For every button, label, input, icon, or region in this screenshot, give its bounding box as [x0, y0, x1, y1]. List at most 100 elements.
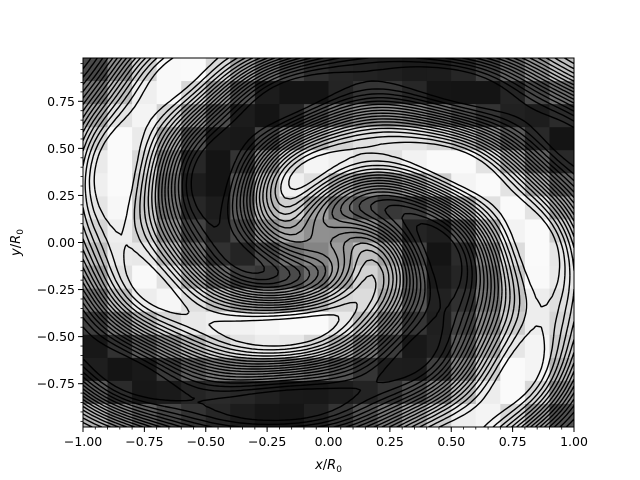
heatmap-cell: [230, 127, 256, 151]
heatmap-cell: [426, 242, 452, 267]
heatmap-cell: [549, 334, 574, 359]
heatmap-cell: [279, 265, 305, 290]
heatmap-cell: [426, 311, 452, 336]
heatmap-cell: [156, 58, 182, 82]
heatmap-cell: [353, 380, 379, 405]
heatmap-cell: [83, 357, 109, 382]
contour-line: [83, 58, 574, 427]
heatmap-cell: [254, 311, 280, 336]
heatmap-cell: [279, 219, 305, 244]
heatmap-cell: [524, 380, 551, 405]
contour-line: [83, 58, 574, 427]
heatmap-cell: [500, 357, 526, 382]
heatmap-cell: [377, 196, 403, 221]
heatmap-cell: [377, 219, 403, 244]
x-tick-label: −0.50: [187, 434, 225, 449]
heatmap-cell: [451, 311, 477, 336]
heatmap-cell: [254, 104, 280, 128]
x-tick-label: −0.75: [125, 434, 163, 449]
heatmap-cell: [500, 196, 526, 221]
x-tick-label: 0.00: [315, 434, 343, 449]
heatmap-cell: [402, 150, 428, 174]
contour-line: [83, 58, 574, 427]
heatmap-cell: [132, 265, 158, 290]
heatmap-cell: [524, 219, 551, 244]
heatmap-cell: [230, 311, 256, 336]
heatmap-cell: [254, 150, 280, 174]
heatmap-cell: [402, 242, 428, 267]
heatmap-cell: [156, 81, 182, 105]
contour-line: [93, 58, 561, 427]
heatmap-cell: [353, 196, 379, 221]
heatmap-cell: [451, 150, 477, 174]
heatmap-cell: [230, 265, 256, 290]
heatmap-cell: [402, 58, 428, 82]
heatmap-cell: [500, 380, 526, 405]
heatmap-cell: [475, 127, 501, 151]
heatmap-cell: [426, 150, 452, 174]
heatmap-cell: [254, 403, 280, 427]
heatmap-cell: [451, 173, 477, 197]
y-tick-label: −0.50: [37, 329, 75, 344]
heatmap-cell: [328, 288, 354, 313]
heatmap-cell: [205, 150, 231, 174]
heatmap-cell: [132, 242, 158, 267]
heatmap-cell: [426, 196, 452, 221]
heatmap-cell: [549, 104, 574, 128]
contour-line: [83, 58, 574, 427]
heatmap-cell: [181, 58, 207, 82]
heatmap-cell: [181, 311, 207, 336]
heatmap-cell: [303, 311, 330, 336]
x-tick-label: −0.25: [248, 434, 286, 449]
heatmap-cell: [328, 242, 354, 267]
heatmap-cell: [107, 357, 133, 382]
heatmap-cell: [230, 196, 256, 221]
contour-line: [83, 58, 574, 427]
contour-line: [83, 58, 574, 427]
contour-line: [83, 58, 574, 427]
heatmap-cell: [353, 357, 379, 382]
heatmap-cell: [402, 357, 428, 382]
contour-line: [83, 58, 574, 427]
heatmap-cell: [353, 81, 379, 105]
heatmap-cell: [451, 265, 477, 290]
heatmap-cell: [524, 104, 551, 128]
heatmap-cell: [279, 403, 305, 427]
contour-lines: [83, 58, 574, 427]
x-tick-label: 0.50: [437, 434, 465, 449]
heatmap-cell: [181, 380, 207, 405]
contour-line: [83, 58, 574, 427]
heatmap-cell: [402, 81, 428, 105]
y-tick-label: 0.50: [47, 141, 75, 156]
heatmap-cell: [254, 196, 280, 221]
heatmap-cell: [230, 380, 256, 405]
heatmap-cell: [426, 219, 452, 244]
heatmap-cell: [549, 219, 574, 244]
heatmap-cell: [377, 58, 403, 82]
heatmap-cell: [279, 380, 305, 405]
heatmap-cell: [205, 196, 231, 221]
y-tick-label: −0.25: [37, 282, 75, 297]
heatmap-cell: [83, 334, 109, 359]
heatmap-cell: [500, 150, 526, 174]
heatmap-cell: [132, 380, 158, 405]
y-tick-label: 0.00: [47, 235, 75, 250]
heatmap-cell: [107, 150, 133, 174]
heatmap-cell: [451, 380, 477, 405]
heatmap-cell: [230, 242, 256, 267]
heatmap-cell: [156, 311, 182, 336]
heatmap-cell: [279, 173, 305, 197]
contour-line: [83, 58, 574, 427]
heatmap-cell: [303, 380, 330, 405]
heatmap-cell: [230, 403, 256, 427]
contour-line: [83, 58, 574, 422]
contour-line: [83, 58, 574, 427]
heatmap-cell: [377, 127, 403, 151]
heatmap-cell: [475, 81, 501, 105]
heatmap-cell: [156, 380, 182, 405]
heatmap-cell: [524, 334, 551, 359]
heatmap-cell: [426, 334, 452, 359]
heatmap-cell: [500, 219, 526, 244]
heatmap-cell: [107, 173, 133, 197]
